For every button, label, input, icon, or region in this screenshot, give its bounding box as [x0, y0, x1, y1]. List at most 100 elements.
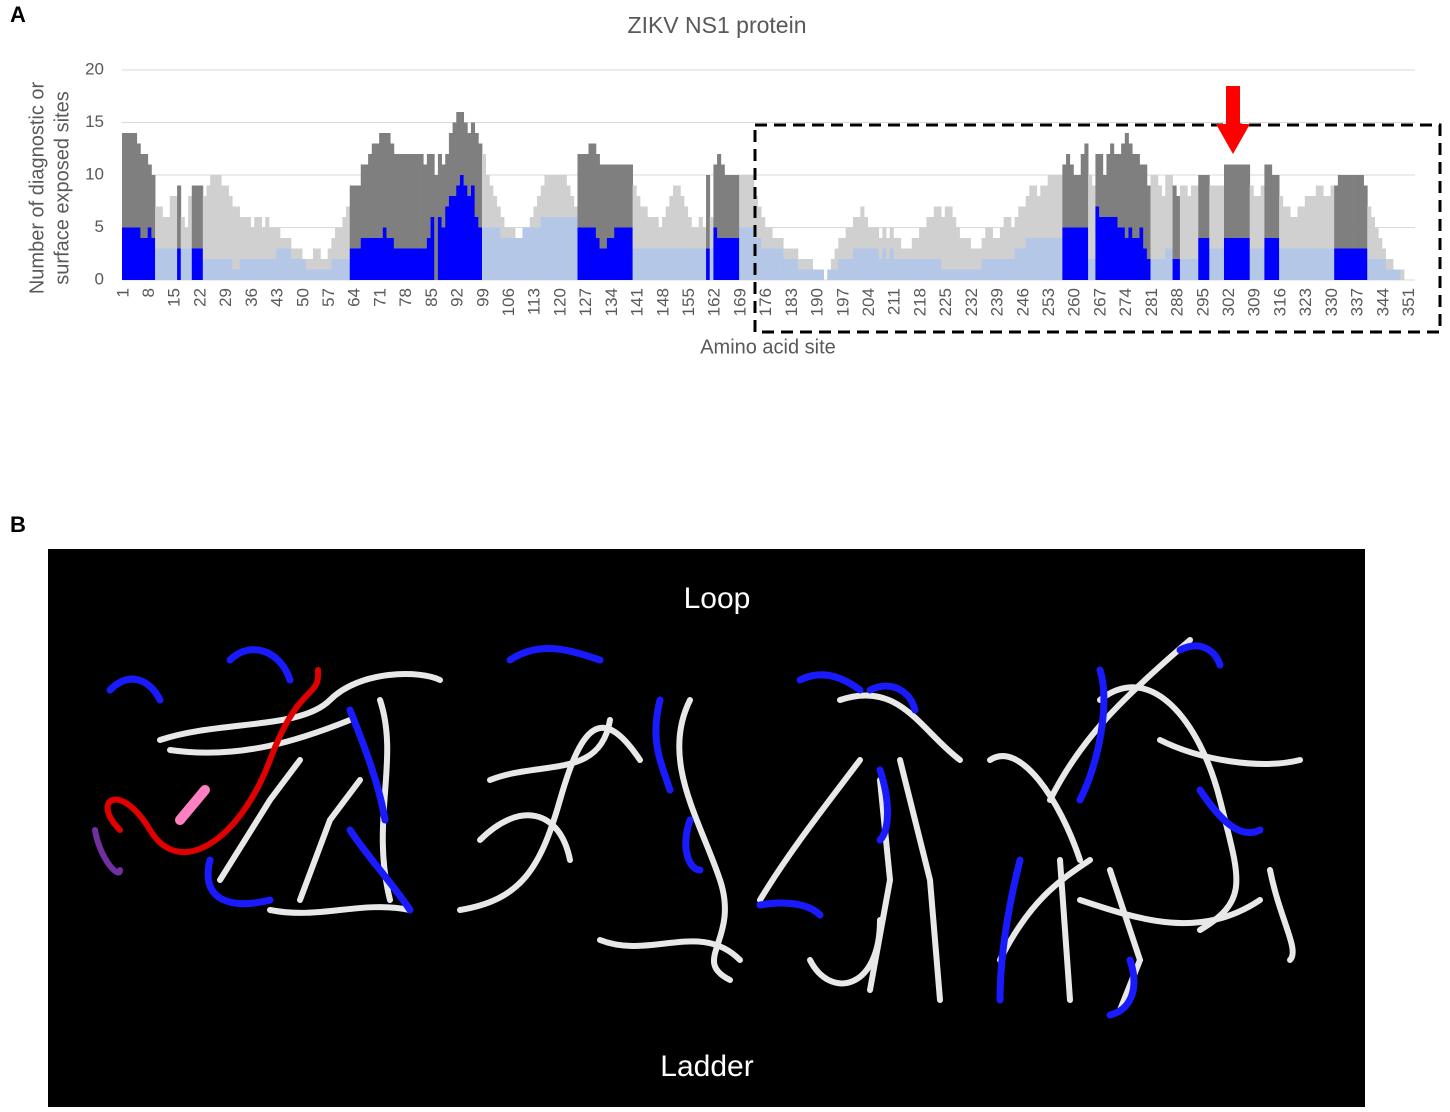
- y-tick-label: 20: [85, 59, 104, 78]
- bar-segment: [1040, 238, 1044, 280]
- bar-segment: [302, 259, 306, 280]
- bar-segment: [842, 238, 846, 259]
- bar-segment: [482, 154, 486, 228]
- x-tick-label: 29: [216, 288, 235, 307]
- bar-segment: [482, 228, 486, 281]
- bar-segment: [765, 228, 769, 249]
- bar-segment: [974, 249, 978, 270]
- bar-segment: [585, 228, 589, 281]
- bar-segment: [1136, 154, 1140, 238]
- bar-segment: [412, 249, 416, 281]
- bar-segment: [240, 217, 244, 259]
- bar-segment: [691, 249, 695, 281]
- bar-segment: [1151, 259, 1155, 280]
- bar-segment: [574, 207, 578, 218]
- bar-segment: [629, 228, 633, 281]
- bar-segment: [831, 259, 835, 270]
- bar-segment: [607, 238, 611, 280]
- bar-segment: [603, 249, 607, 281]
- x-tick-label: 183: [782, 288, 801, 316]
- bar-segment: [1062, 228, 1066, 281]
- bar-segment: [677, 186, 681, 249]
- bar-segment: [427, 238, 431, 280]
- bar-segment: [570, 217, 574, 280]
- bar-segment: [1349, 175, 1353, 249]
- bar-segment: [243, 259, 247, 280]
- bar-segment: [971, 270, 975, 281]
- bar-segment: [769, 228, 773, 249]
- bar-segment: [504, 238, 508, 280]
- bar-segment: [960, 238, 964, 270]
- bar-segment: [816, 270, 820, 281]
- bar-segment: [1202, 175, 1206, 238]
- bar-segment: [126, 133, 130, 228]
- bar-segment: [181, 249, 185, 281]
- bar-segment: [629, 165, 633, 228]
- bar-segment: [203, 259, 207, 280]
- bar-segment: [746, 228, 750, 281]
- bar-segment: [589, 228, 593, 281]
- bar-segment: [787, 249, 791, 260]
- bar-segment: [1272, 238, 1276, 280]
- bar-segment: [526, 228, 530, 281]
- bar-segment: [1228, 165, 1232, 239]
- bar-segment: [618, 228, 622, 281]
- bar-segment: [1386, 259, 1390, 270]
- bar-segment: [904, 249, 908, 260]
- x-tick-label: 323: [1296, 288, 1315, 316]
- bar-segment: [1297, 249, 1301, 281]
- bar-segment: [1393, 270, 1397, 281]
- bar-segment: [695, 249, 699, 281]
- bar-segment: [342, 217, 346, 259]
- bar-segment: [757, 207, 761, 239]
- bar-segment: [221, 186, 225, 260]
- bar-segment: [559, 175, 563, 217]
- bar-segment: [941, 217, 945, 270]
- bar-segment: [1353, 249, 1357, 281]
- bar-segment: [273, 228, 277, 260]
- bar-segment: [552, 217, 556, 280]
- bar-segment: [1264, 165, 1268, 239]
- bar-segment: [897, 238, 901, 259]
- bar-segment: [254, 259, 258, 280]
- bar-segment: [475, 217, 479, 280]
- bar-segment: [471, 123, 475, 186]
- bar-segment: [1301, 207, 1305, 249]
- bar-segment: [280, 249, 284, 281]
- bar-segment: [1323, 249, 1327, 281]
- bar-segment: [570, 196, 574, 217]
- bar-segment: [908, 249, 912, 260]
- bar-segment: [651, 249, 655, 281]
- bar-segment: [1375, 259, 1379, 280]
- bar-segment: [486, 228, 490, 281]
- bar-segment: [346, 207, 350, 260]
- bar-segment: [912, 238, 916, 259]
- bar-segment: [904, 259, 908, 280]
- bar-segment: [1040, 186, 1044, 239]
- bar-segment: [225, 186, 229, 260]
- bar-segment: [1018, 249, 1022, 281]
- bar-segment: [835, 249, 839, 270]
- bar-segment: [361, 238, 365, 280]
- bar-segment: [276, 228, 280, 249]
- bar-segment: [699, 217, 703, 249]
- bar-segment: [313, 249, 317, 270]
- x-tick-label: 57: [319, 288, 338, 307]
- bar-segment: [251, 228, 255, 260]
- bar-segment: [996, 259, 1000, 280]
- bar-segment: [647, 249, 651, 281]
- bar-segment: [875, 249, 879, 281]
- bar-segment: [1066, 228, 1070, 281]
- bar-segment: [688, 249, 692, 281]
- bar-segment: [368, 154, 372, 238]
- bar-segment: [173, 196, 177, 249]
- bar-segment: [673, 249, 677, 281]
- bar-segment: [192, 249, 196, 281]
- bar-segment: [772, 238, 776, 249]
- bar-segment: [1272, 175, 1276, 238]
- bar-segment: [317, 270, 321, 281]
- bar-segment: [1088, 259, 1092, 280]
- bar-segment: [148, 165, 152, 228]
- bar-segment: [328, 249, 332, 270]
- x-tick-label: 190: [808, 288, 827, 316]
